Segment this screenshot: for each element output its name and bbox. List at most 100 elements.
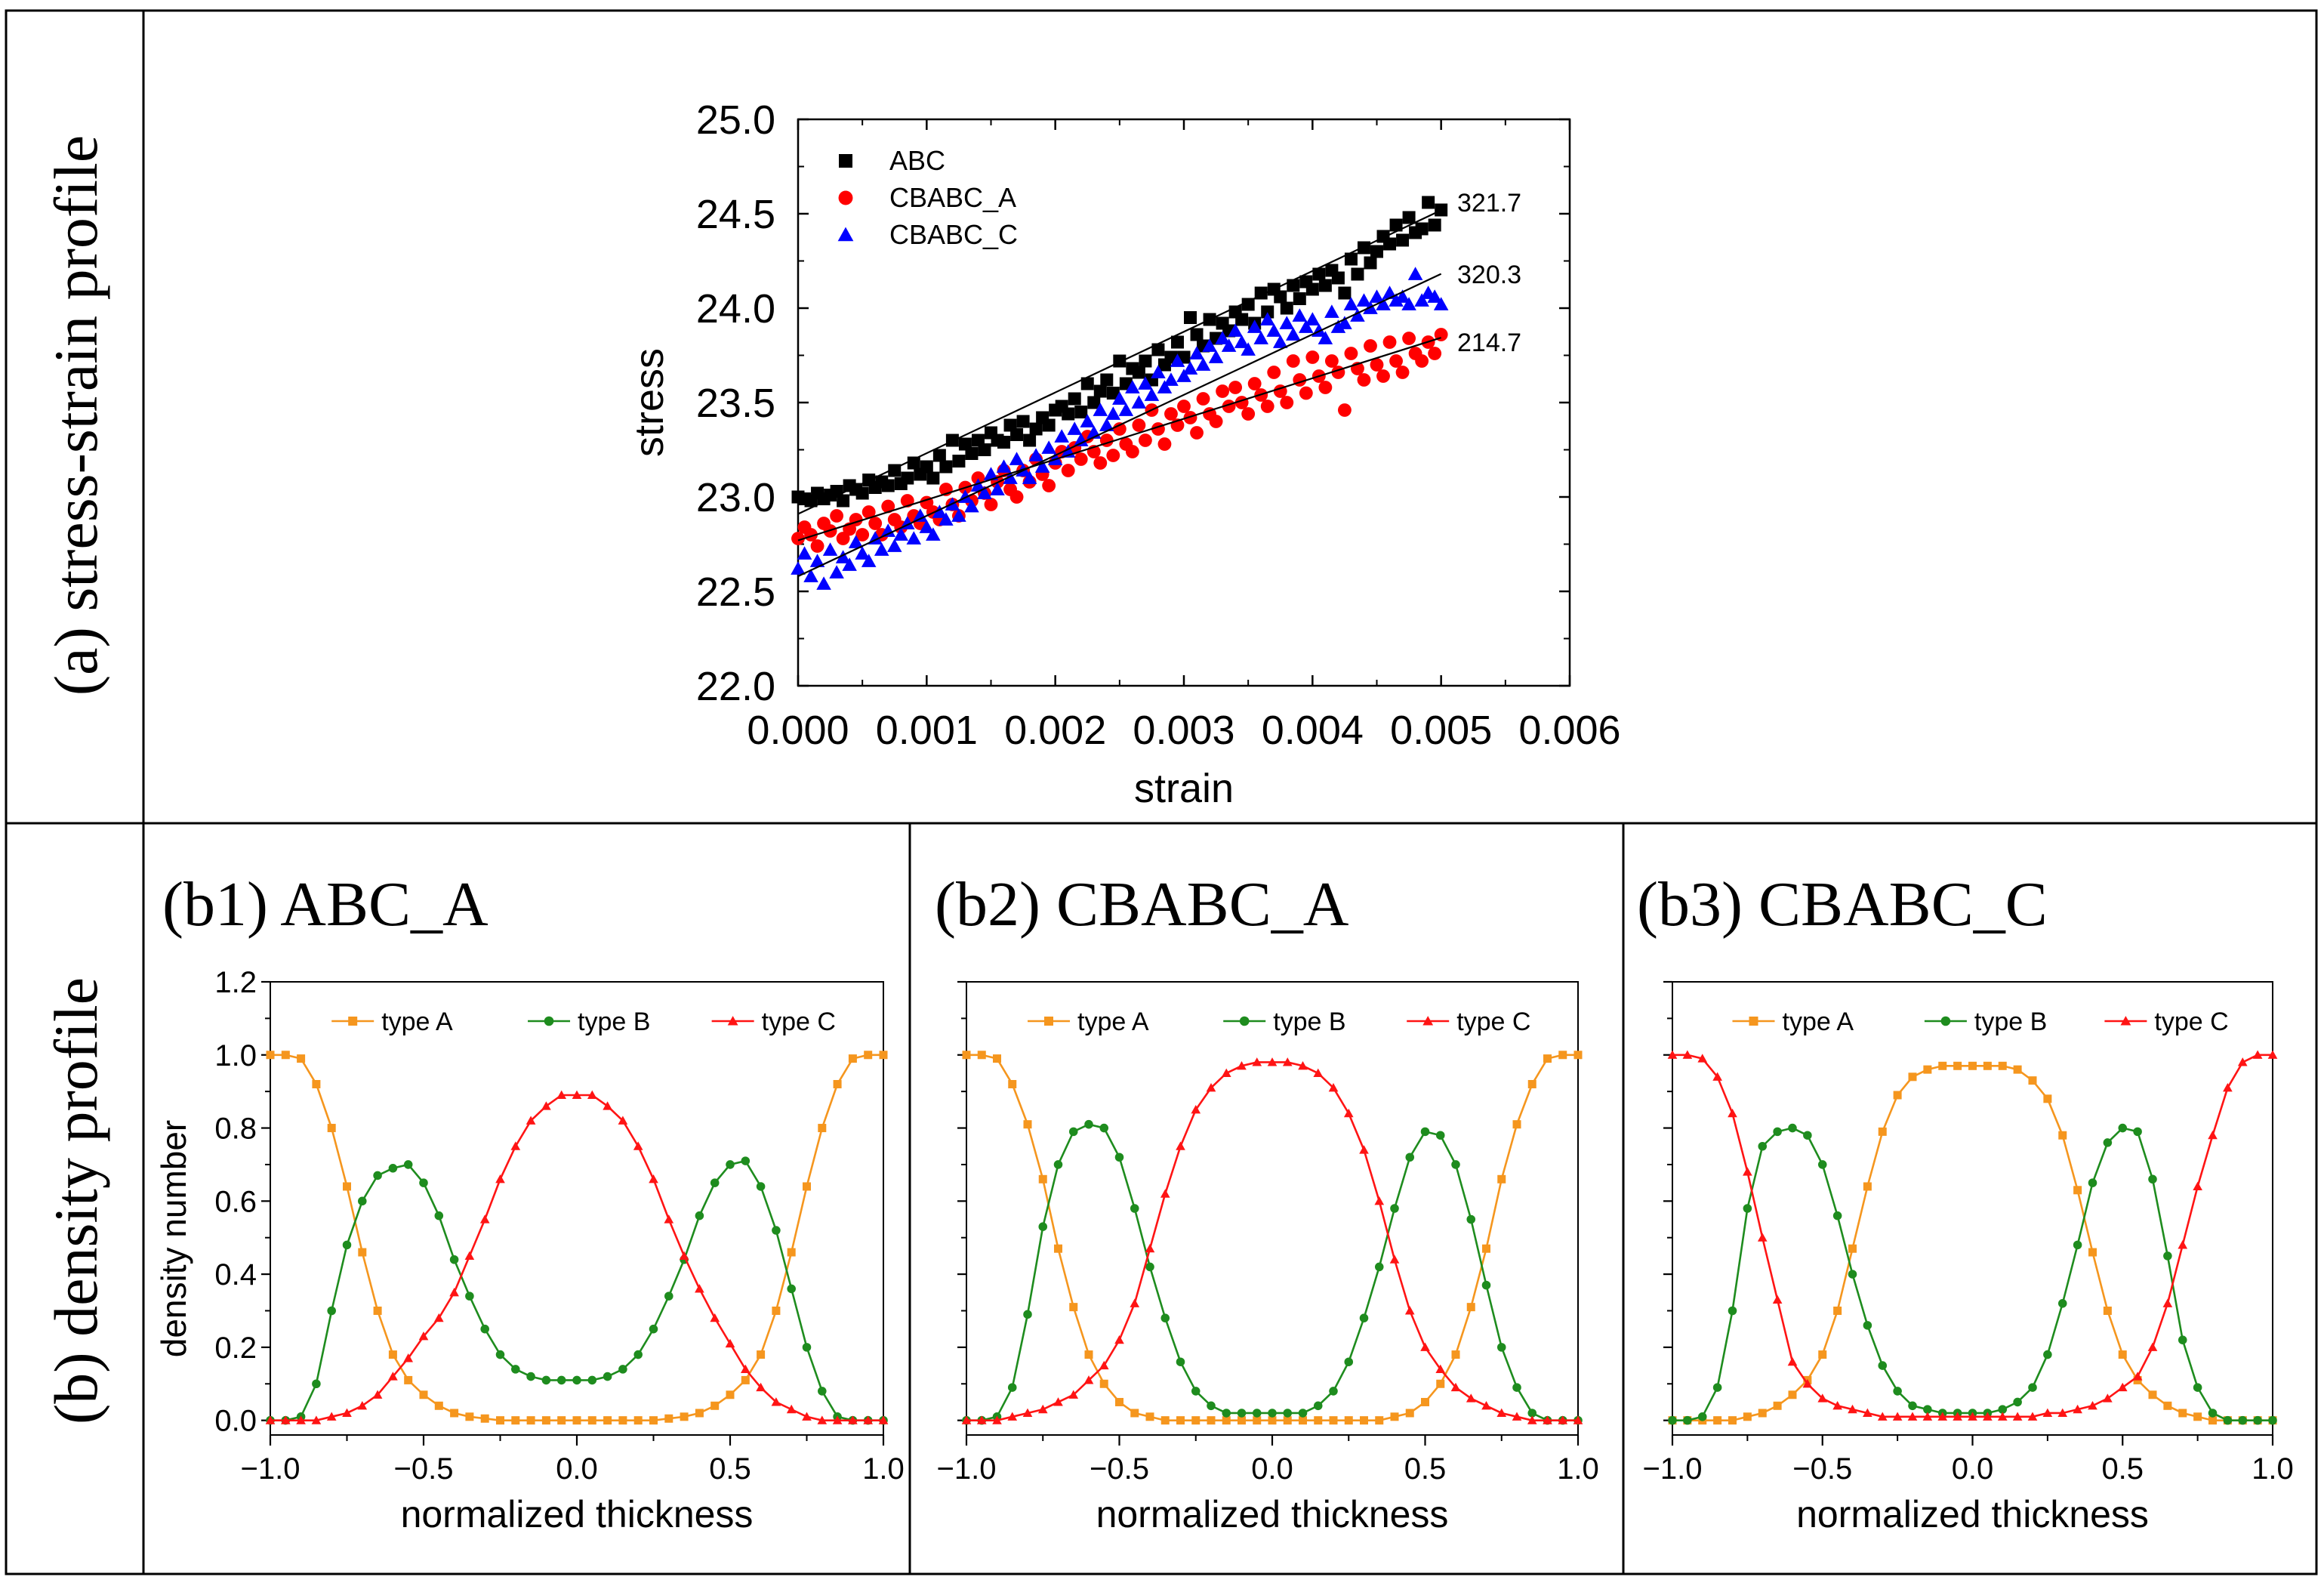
data-point: [312, 1079, 321, 1088]
data-point: [893, 527, 909, 541]
data-point: [1228, 323, 1243, 337]
data-point: [664, 1414, 673, 1423]
data-point: [961, 1415, 972, 1424]
data-point: [881, 479, 895, 492]
x-axis-label: strain: [1134, 766, 1234, 811]
data-point: [920, 460, 933, 474]
data-point: [1324, 354, 1339, 368]
data-point: [1184, 311, 1197, 324]
data-point: [587, 1375, 597, 1385]
data-point: [2178, 1240, 2188, 1249]
data-point: [1241, 298, 1255, 311]
data-point: [1401, 297, 1416, 310]
data-point: [1420, 1127, 1430, 1137]
data-point: [1176, 369, 1191, 382]
data-point: [710, 1401, 720, 1410]
data-point: [1080, 414, 1096, 427]
data-point: [1878, 1361, 1888, 1370]
data-point: [1087, 396, 1101, 409]
x-tick-label: 0.001: [876, 708, 978, 753]
data-point: [1068, 1127, 1078, 1137]
data-point: [1023, 1310, 1032, 1319]
data-point: [1863, 1182, 1872, 1191]
y-tick-label: 22.0: [696, 664, 775, 709]
data-point: [803, 569, 818, 582]
data-point: [772, 1306, 781, 1315]
data-point: [2013, 1397, 2022, 1407]
data-point: [1182, 361, 1198, 375]
data-point: [2132, 1372, 2143, 1381]
data-point: [541, 1101, 551, 1110]
data-point: [1221, 1068, 1231, 1078]
data-point: [855, 546, 870, 560]
data-point: [1084, 1119, 1093, 1129]
data-point: [835, 550, 851, 563]
data-point: [664, 1214, 674, 1224]
data-point: [1389, 1254, 1400, 1264]
data-point: [1402, 211, 1416, 224]
legend-marker: [1044, 1017, 1053, 1026]
data-point: [1558, 1051, 1567, 1060]
data-point: [1907, 1412, 1918, 1421]
data-point: [1131, 395, 1147, 409]
data-point: [1029, 422, 1043, 436]
data-point: [1923, 1065, 1932, 1074]
data-point: [1376, 297, 1391, 310]
data-point: [1713, 1416, 1722, 1425]
data-point: [1299, 1416, 1307, 1425]
data-point: [695, 1211, 704, 1220]
data-point: [952, 455, 966, 468]
data-point: [1743, 1204, 1752, 1213]
y-tick-label: 1.0: [214, 1039, 257, 1072]
data-point: [1183, 411, 1197, 424]
data-point: [1176, 1357, 1185, 1367]
data-point: [1286, 354, 1300, 368]
data-point: [1260, 400, 1275, 413]
data-point: [1389, 218, 1403, 232]
data-point: [1028, 448, 1043, 461]
data-point: [1832, 1400, 1842, 1410]
data-point: [2103, 1138, 2113, 1147]
data-point: [797, 546, 812, 560]
data-point: [1132, 418, 1146, 432]
legend-label: type A: [1077, 1008, 1149, 1036]
y-tick-label: 25.0: [696, 97, 775, 143]
data-point: [1527, 1079, 1536, 1088]
data-point: [1370, 245, 1383, 258]
data-point: [1863, 1321, 1872, 1330]
data-point: [1138, 376, 1153, 390]
data-point: [1093, 403, 1108, 416]
data-point: [1084, 1350, 1093, 1359]
data-point: [2058, 1131, 2067, 1140]
panel-title: (b2) CBABC_A: [935, 869, 1349, 940]
data-point: [1953, 1412, 1962, 1421]
series-line: [270, 1054, 883, 1421]
data-point: [1405, 1153, 1415, 1162]
panel-title: (b1) ABC_A: [162, 869, 489, 940]
data-point: [1983, 1061, 1992, 1070]
data-point: [1100, 373, 1114, 387]
data-point: [1330, 319, 1346, 333]
data-point: [480, 1324, 489, 1334]
x-tick-label: −0.5: [394, 1452, 454, 1486]
data-point: [388, 1372, 398, 1381]
data-point: [266, 1051, 275, 1060]
data-point: [886, 538, 902, 552]
data-point: [1069, 1303, 1078, 1312]
data-point: [984, 498, 998, 511]
data-point: [1160, 1416, 1170, 1425]
data-point: [1042, 479, 1056, 492]
data-point: [791, 561, 806, 575]
data-point: [1222, 1409, 1231, 1418]
data-point: [1451, 1160, 1460, 1169]
data-point: [932, 449, 946, 462]
x-tick-label: 0.0: [1952, 1452, 1994, 1486]
data-point: [848, 1415, 858, 1424]
data-point: [342, 1240, 352, 1250]
data-point: [327, 1306, 336, 1316]
data-point: [510, 1141, 521, 1150]
data-point: [836, 532, 850, 545]
data-point: [557, 1416, 566, 1425]
data-point: [618, 1365, 627, 1374]
data-point: [1115, 1397, 1123, 1406]
